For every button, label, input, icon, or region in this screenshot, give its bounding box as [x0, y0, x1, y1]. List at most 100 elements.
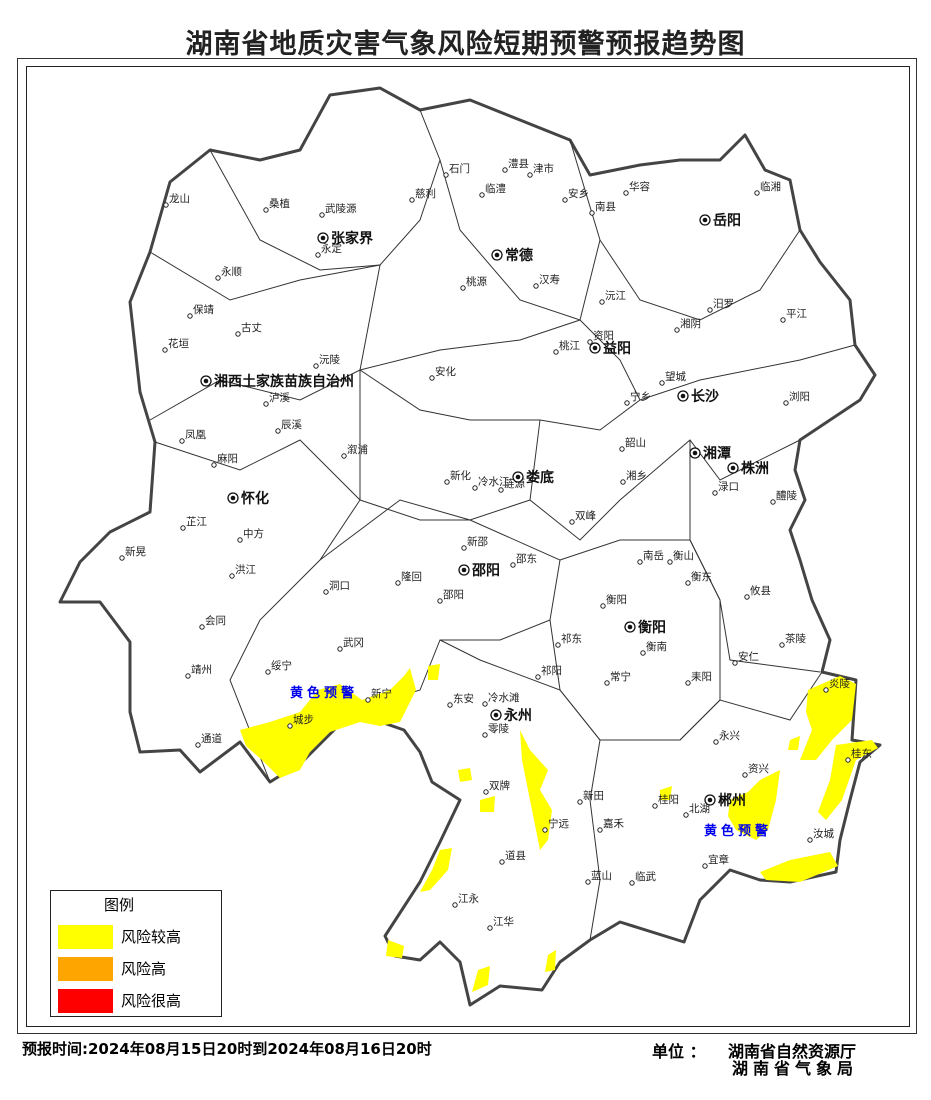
county-marker: [185, 673, 191, 679]
county-label: 津市: [533, 162, 554, 175]
legend-swatch-yellow: [58, 924, 113, 949]
county-marker: [744, 594, 750, 600]
county-marker: [623, 190, 629, 196]
county-marker: [337, 646, 343, 652]
legend-label: 风险高: [121, 960, 167, 978]
county-label: 炎陵: [829, 678, 850, 690]
county-marker: [624, 400, 630, 406]
county-label: 新田: [583, 789, 604, 802]
risk-area-yanling: [800, 676, 856, 760]
county-label: 常宁: [610, 670, 631, 683]
county-label: 靖州: [191, 663, 212, 676]
county-marker: [443, 172, 449, 178]
county-label: 耒阳: [691, 671, 712, 683]
county-marker: [732, 660, 738, 666]
county-marker: [510, 562, 516, 568]
county-label: 会同: [205, 614, 226, 627]
city-marker-dot: [493, 712, 499, 718]
county-label: 沅江: [605, 289, 626, 302]
unit-label: 单位 ：: [652, 1042, 706, 1061]
county-label: 临湘: [760, 180, 781, 193]
county-label: 安乡: [568, 187, 589, 200]
province-outline: [58, 86, 882, 1007]
county-label: 永定: [321, 242, 342, 255]
county-marker: [452, 902, 458, 908]
county-marker: [527, 172, 533, 178]
county-marker: [553, 349, 559, 355]
county-label: 衡阳: [606, 594, 627, 606]
legend-swatch-red: [58, 988, 113, 1013]
city-marker-dot: [320, 235, 326, 241]
county-marker: [599, 299, 605, 305]
county-marker: [597, 827, 603, 833]
city-label: 岳阳: [713, 212, 741, 229]
county-label: 武冈: [343, 636, 364, 649]
map-title: 湖南省地质灾害气象风险短期预警预报趋势图: [185, 29, 746, 60]
county-marker: [444, 479, 450, 485]
county-label: 冷水滩: [488, 691, 520, 704]
county-marker: [587, 339, 593, 345]
county-label: 资兴: [748, 763, 769, 775]
county-marker: [629, 880, 635, 886]
county-label: 永顺: [221, 265, 242, 278]
city-marker-dot: [515, 474, 521, 480]
unit-meteorological: 湖南省气象局: [732, 1059, 859, 1078]
county-label: 隆回: [401, 570, 422, 583]
county-marker: [479, 192, 485, 198]
county-label: 东安: [453, 692, 474, 705]
county-label: 临武: [635, 870, 656, 883]
county-marker: [619, 446, 625, 452]
county-label: 茶陵: [785, 632, 806, 645]
city-label: 衡阳: [638, 619, 666, 636]
county-marker: [229, 573, 235, 579]
county-marker: [472, 485, 478, 491]
county-marker: [163, 202, 169, 208]
city-label: 长沙: [691, 388, 719, 405]
county-marker: [211, 462, 217, 468]
county-label: 龙山: [169, 192, 190, 205]
city-label: 湘潭: [703, 445, 731, 462]
county-label: 江永: [458, 892, 479, 905]
county-label: 临澧: [485, 182, 506, 195]
county-label: 衡东: [691, 570, 712, 583]
city-label: 株洲: [741, 460, 769, 477]
county-label: 华容: [629, 180, 650, 193]
county-marker: [845, 757, 851, 763]
county-label: 桑植: [269, 197, 290, 210]
county-marker: [483, 789, 489, 795]
city-marker-dot: [230, 495, 236, 501]
county-marker: [487, 925, 493, 931]
county-label: 花垣: [168, 337, 189, 350]
county-label: 冷水江: [478, 475, 510, 488]
county-marker: [674, 327, 680, 333]
county-marker: [315, 252, 321, 258]
map-frame: [26, 66, 910, 1027]
county-label: 新宁: [371, 687, 392, 700]
county-marker: [437, 598, 443, 604]
county-marker: [707, 307, 713, 313]
county-marker: [180, 525, 186, 531]
outer-frame: [17, 58, 917, 1034]
county-marker: [482, 732, 488, 738]
risk-area-yongzhou-east: [520, 730, 552, 850]
county-marker: [323, 589, 329, 595]
county-label: 汨罗: [713, 297, 734, 310]
county-label: 麻阳: [217, 452, 238, 465]
city-label: 张家界: [331, 230, 374, 247]
county-marker: [779, 642, 785, 648]
city-marker-dot: [627, 624, 633, 630]
county-label: 湘乡: [626, 469, 647, 482]
city-marker-dot: [494, 252, 500, 258]
county-label: 汉寿: [539, 273, 560, 286]
county-marker: [685, 680, 691, 686]
county-marker: [562, 197, 568, 203]
county-label: 新邵: [467, 535, 488, 548]
county-marker: [640, 650, 646, 656]
county-marker: [585, 879, 591, 885]
county-label: 衡山: [673, 550, 694, 562]
county-label: 邵东: [516, 552, 537, 565]
county-marker: [742, 772, 748, 778]
county-marker: [447, 702, 453, 708]
county-marker: [395, 580, 401, 586]
